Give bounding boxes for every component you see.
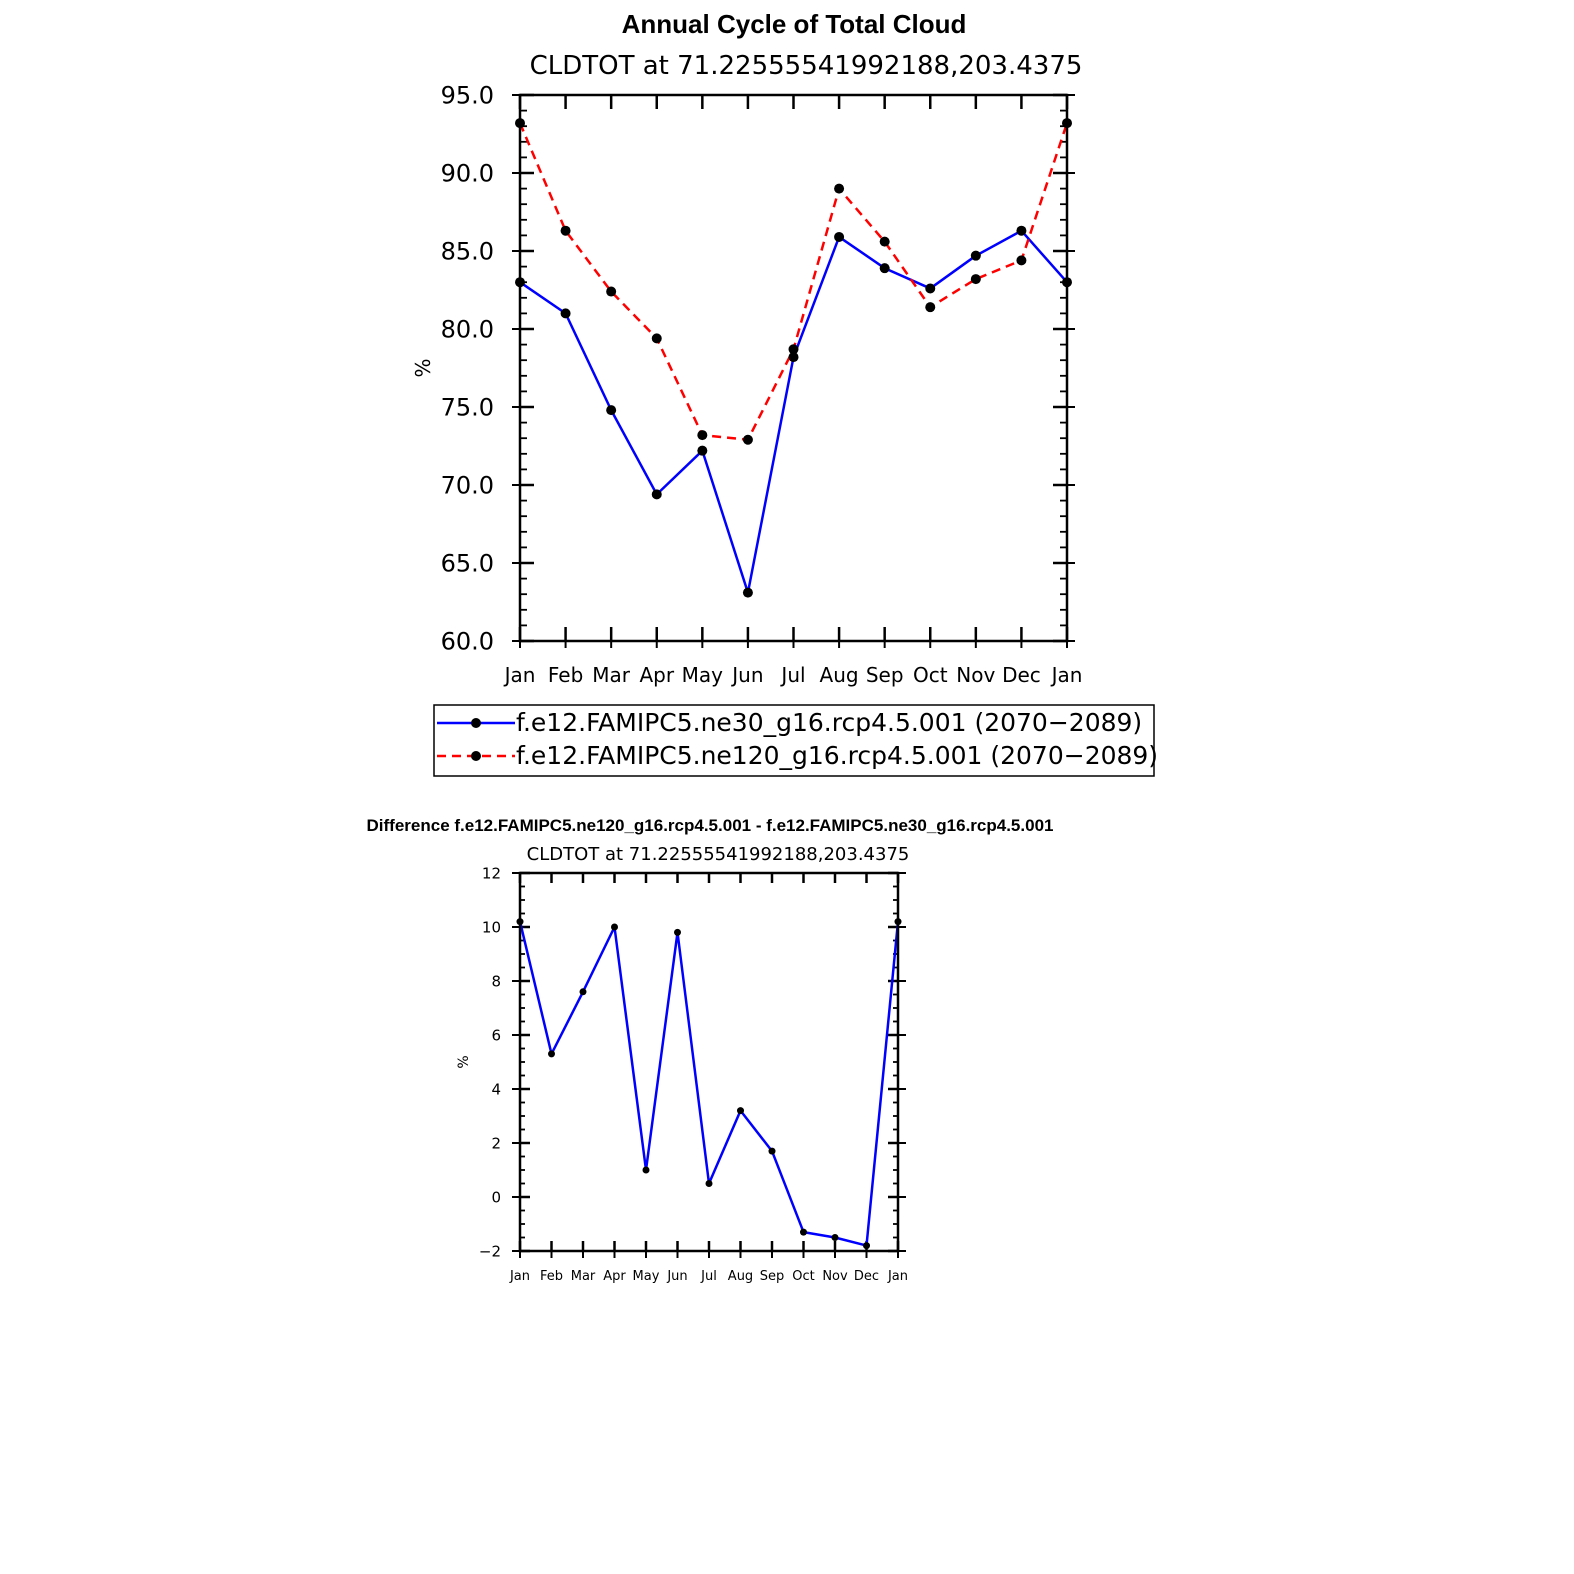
x-tick-label: Jan: [887, 1269, 908, 1284]
series-line-0: [518, 921, 900, 1247]
chart1-series: [515, 118, 1072, 598]
data-point-series-0: [697, 445, 708, 456]
data-point-series-0: [742, 587, 753, 598]
y-tick-label: 4: [491, 1080, 501, 1098]
data-point-series-0: [579, 988, 587, 996]
legend-frame: [433, 704, 1155, 777]
data-point-series-1: [651, 333, 662, 344]
x-tick-label: Jun: [666, 1269, 687, 1284]
data-point-series-1: [970, 274, 981, 285]
x-tick-label: Apr: [603, 1269, 626, 1284]
series-line-0: [519, 229, 1068, 594]
data-point-series-1: [834, 183, 845, 194]
legend-marker-ne30: [471, 718, 481, 728]
data-point-series-0: [548, 1050, 555, 1058]
data-point-series-0: [831, 1234, 839, 1241]
data-point-series-0: [800, 1228, 807, 1236]
x-tick-label: Feb: [540, 1269, 563, 1284]
data-point-series-0: [879, 263, 890, 274]
x-tick-label: Aug: [820, 663, 859, 687]
x-tick-label: Oct: [792, 1269, 814, 1284]
chart1-ylabel: %: [411, 358, 435, 377]
data-point-series-0: [768, 1147, 776, 1155]
data-point-series-0: [606, 405, 617, 416]
chart2-ylabel: %: [456, 1055, 472, 1068]
chart1-ticks: Jan Feb Mar Apr May Jun Jul Aug Sep Oct Nov Dec Jan 6…: [441, 82, 1083, 687]
x-tick-label: Jan: [509, 1269, 530, 1284]
y-tick-label: 90.0: [441, 160, 494, 188]
chart2-series: [516, 918, 902, 1250]
x-tick-label: Jul: [779, 663, 805, 687]
x-tick-label: May: [633, 1269, 660, 1284]
x-tick-label: Jun: [730, 663, 763, 687]
chart1-subtitle: CLDTOT at 71.22555541992188,203.4375: [530, 51, 1083, 81]
x-tick-label: Apr: [639, 663, 674, 687]
data-point-series-1: [925, 302, 936, 313]
y-tick-label: 2: [491, 1134, 501, 1152]
chart2-title: Difference f.e12.FAMIPC5.ne120_g16.rcp4.…: [367, 816, 1054, 835]
x-tick-label: Jan: [503, 663, 536, 687]
data-point-series-1: [742, 434, 753, 445]
legend-label-ne30: f.e12.FAMIPC5.ne30_g16.rcp4.5.001 (2070−…: [516, 708, 1142, 737]
chart1-legend: f.e12.FAMIPC5.ne30_g16.rcp4.5.001 (2070−…: [433, 704, 1158, 777]
data-point-series-0: [705, 1180, 713, 1187]
data-point-series-0: [863, 1242, 870, 1250]
x-tick-label: Dec: [1002, 663, 1041, 687]
y-tick-label: 12: [482, 864, 501, 882]
annual-cycle-chart: Annual Cycle of Total Cloud CLDTOT at 71…: [411, 9, 1158, 777]
difference-chart: Difference f.e12.FAMIPC5.ne120_g16.rcp4.…: [367, 816, 1054, 1284]
x-tick-label: Jan: [1050, 663, 1083, 687]
data-point-series-1: [788, 344, 799, 355]
x-tick-label: Sep: [866, 663, 904, 687]
data-point-series-0: [834, 231, 845, 242]
chart2-ticks: Jan Feb Mar Apr May Jun Jul Aug Sep Oct Nov Dec Jan−…: [479, 864, 908, 1284]
data-point-series-0: [788, 352, 799, 363]
x-tick-label: Oct: [913, 663, 948, 687]
legend-label-ne120: f.e12.FAMIPC5.ne120_g16.rcp4.5.001 (2070…: [516, 741, 1158, 770]
x-tick-label: Jul: [700, 1269, 717, 1284]
x-tick-label: Aug: [728, 1269, 753, 1284]
data-point-series-0: [970, 250, 981, 261]
chart2-subtitle: CLDTOT at 71.22555541992188,203.4375: [527, 844, 910, 865]
x-tick-label: Mar: [592, 663, 631, 687]
y-tick-label: 75.0: [441, 394, 494, 422]
data-point-series-0: [674, 928, 681, 936]
chart1-plot-frame: [518, 93, 1069, 643]
x-tick-label: Feb: [548, 663, 583, 687]
legend-marker-ne120: [471, 751, 481, 761]
data-point-series-0: [651, 489, 662, 500]
x-tick-label: Dec: [854, 1269, 879, 1284]
data-point-series-0: [1016, 225, 1027, 236]
data-point-series-1: [1016, 255, 1027, 266]
data-point-series-0: [560, 308, 571, 319]
y-tick-label: 0: [491, 1188, 501, 1206]
chart1-title: Annual Cycle of Total Cloud: [622, 9, 967, 39]
data-point-series-0: [611, 923, 618, 931]
y-tick-label: 65.0: [441, 550, 494, 578]
data-point-series-0: [925, 283, 936, 294]
x-tick-label: Sep: [760, 1269, 785, 1284]
y-tick-label: 8: [491, 972, 501, 990]
x-tick-label: May: [682, 663, 724, 687]
data-point-series-1: [697, 430, 708, 441]
x-tick-label: Nov: [956, 663, 995, 687]
data-point-series-1: [606, 286, 617, 297]
data-point-series-0: [642, 1166, 650, 1174]
data-point-series-1: [560, 225, 571, 236]
y-tick-label: 80.0: [441, 316, 494, 344]
y-tick-label: 6: [491, 1026, 501, 1044]
x-tick-label: Mar: [571, 1269, 596, 1284]
data-point-series-1: [879, 236, 890, 247]
x-tick-label: Nov: [822, 1269, 848, 1284]
y-tick-label: 60.0: [441, 628, 494, 656]
y-tick-label: 70.0: [441, 472, 494, 500]
y-tick-label: 85.0: [441, 238, 494, 266]
y-tick-label: −2: [479, 1242, 501, 1260]
y-tick-label: 95.0: [441, 82, 494, 110]
y-tick-label: 10: [482, 918, 501, 936]
chart2-plot-frame: [518, 871, 900, 1253]
data-point-series-0: [737, 1107, 744, 1115]
